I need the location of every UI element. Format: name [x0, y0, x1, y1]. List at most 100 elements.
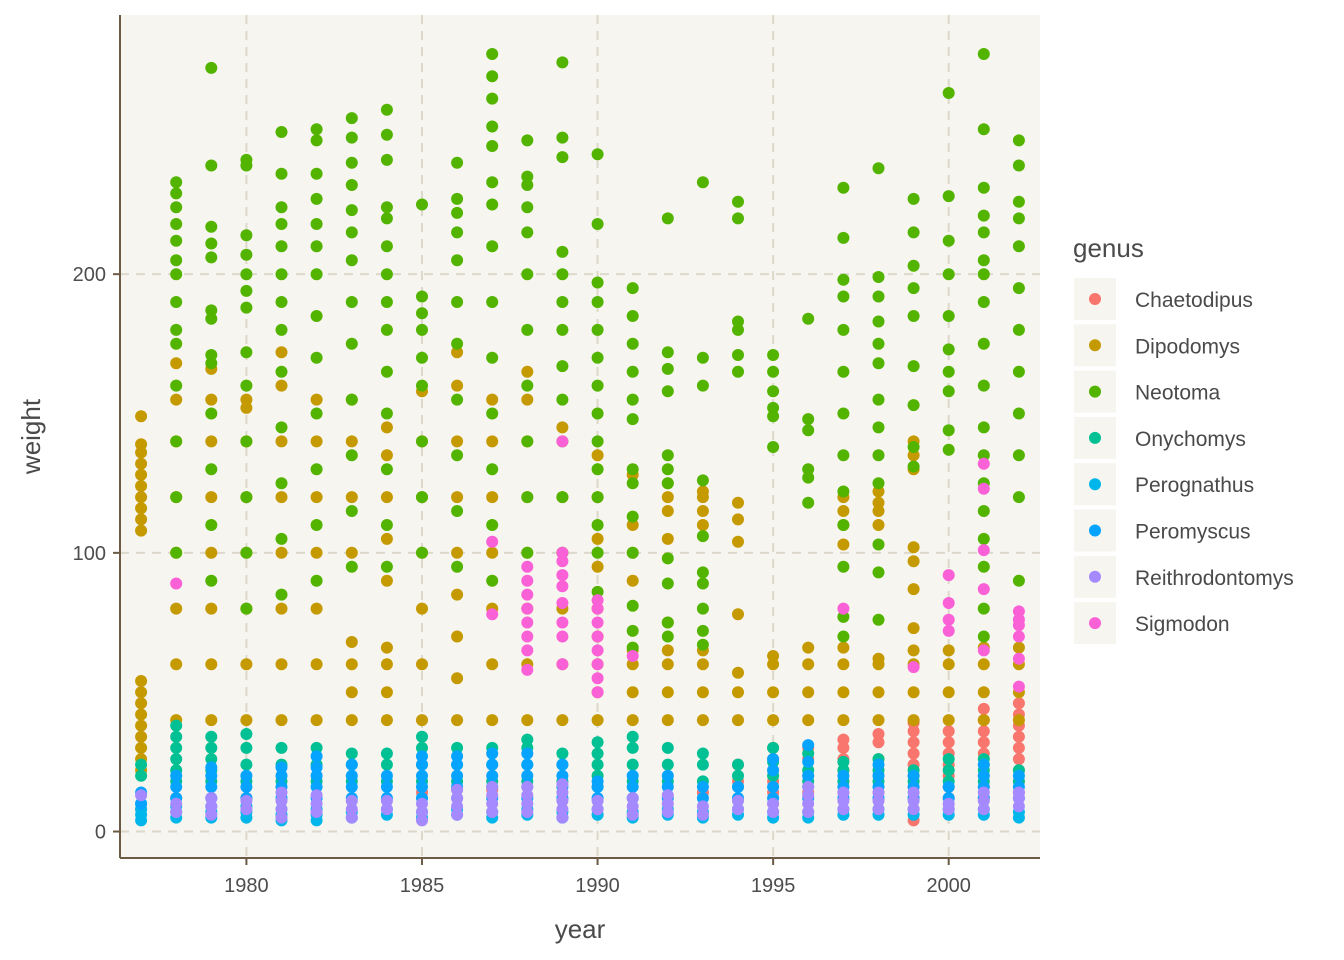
series-neotoma — [170, 48, 1025, 654]
data-point — [907, 644, 920, 657]
data-point — [275, 167, 288, 180]
data-point — [907, 714, 920, 727]
data-point — [696, 624, 709, 637]
data-point — [942, 365, 955, 378]
data-point — [521, 179, 534, 191]
data-point — [872, 794, 885, 807]
data-point — [732, 758, 744, 771]
data-point — [626, 758, 639, 771]
data-point — [205, 658, 218, 671]
tick-labels: 1980 1985 1990 1995 2000 0 100 200 — [73, 264, 971, 897]
data-point — [661, 532, 674, 545]
data-point — [345, 686, 358, 699]
data-point — [135, 446, 148, 459]
data-point — [275, 346, 288, 359]
legend-item-onychomys: Onychomys — [1074, 416, 1246, 459]
y-tick-label: 0 — [95, 822, 106, 844]
data-point — [626, 393, 639, 406]
data-point — [240, 769, 253, 782]
data-point — [310, 167, 323, 180]
data-point — [977, 630, 990, 643]
data-point — [661, 686, 674, 699]
data-point — [135, 730, 148, 743]
data-point — [1012, 605, 1025, 618]
data-point — [661, 741, 674, 754]
data-point — [521, 616, 534, 629]
data-point — [380, 240, 393, 253]
legend: genus Chaetodipus Dipodomys Neotoma Onychom… — [1073, 233, 1294, 645]
data-point — [521, 602, 534, 615]
data-point — [416, 307, 428, 320]
data-point — [521, 323, 534, 336]
data-point — [942, 686, 955, 699]
data-point — [310, 134, 323, 147]
data-point — [696, 519, 709, 531]
data-point — [837, 786, 850, 799]
data-point — [310, 407, 323, 420]
data-point — [345, 560, 358, 573]
data-point — [380, 463, 393, 476]
data-point — [135, 675, 148, 687]
data-point — [556, 131, 569, 144]
data-point — [977, 736, 990, 749]
data-point — [310, 393, 323, 406]
data-point — [486, 407, 499, 420]
data-point — [486, 463, 499, 476]
legend-item-chaetodipus: Chaetodipus — [1074, 278, 1253, 320]
data-point — [416, 379, 428, 392]
data-point — [310, 769, 323, 782]
data-point — [907, 747, 920, 760]
data-point — [591, 616, 604, 629]
data-point — [380, 296, 393, 308]
data-point — [521, 268, 534, 281]
data-point — [240, 780, 253, 793]
data-point — [451, 393, 464, 406]
data-point — [275, 201, 288, 214]
data-point — [451, 346, 464, 359]
data-point — [521, 560, 534, 573]
data-point — [380, 407, 393, 420]
data-point — [837, 714, 850, 727]
data-point — [205, 491, 218, 504]
data-point — [310, 268, 323, 281]
data-point — [556, 555, 569, 568]
data-point — [977, 786, 990, 799]
data-point — [1012, 730, 1025, 743]
data-point — [837, 485, 850, 498]
data-point — [661, 658, 674, 671]
data-point — [380, 421, 393, 434]
x-tick-label: 1985 — [400, 875, 445, 897]
data-point — [310, 780, 323, 793]
data-point — [310, 602, 323, 615]
data-point — [907, 259, 920, 272]
data-point — [661, 797, 674, 810]
data-point — [696, 686, 709, 699]
data-point — [837, 686, 850, 699]
y-tick-label: 200 — [73, 264, 106, 286]
data-point — [451, 206, 464, 219]
data-point — [696, 602, 709, 615]
data-point — [977, 644, 990, 657]
data-point — [556, 616, 569, 629]
data-point — [767, 741, 780, 754]
data-point — [977, 48, 990, 60]
data-point — [661, 362, 674, 375]
data-point — [802, 755, 815, 768]
data-point — [767, 441, 780, 453]
data-point — [556, 747, 569, 760]
data-point — [521, 491, 534, 504]
legend-swatch — [1089, 431, 1101, 444]
data-point — [556, 580, 569, 593]
data-point — [977, 532, 990, 545]
data-point — [977, 725, 990, 738]
data-point — [767, 401, 780, 414]
data-point — [135, 524, 148, 537]
data-point — [310, 761, 323, 774]
data-point — [942, 569, 955, 582]
data-point — [170, 234, 183, 247]
data-point — [486, 70, 499, 83]
data-point — [310, 658, 323, 671]
data-point — [661, 714, 674, 727]
data-point — [977, 769, 990, 782]
legend-swatch — [1089, 293, 1101, 305]
